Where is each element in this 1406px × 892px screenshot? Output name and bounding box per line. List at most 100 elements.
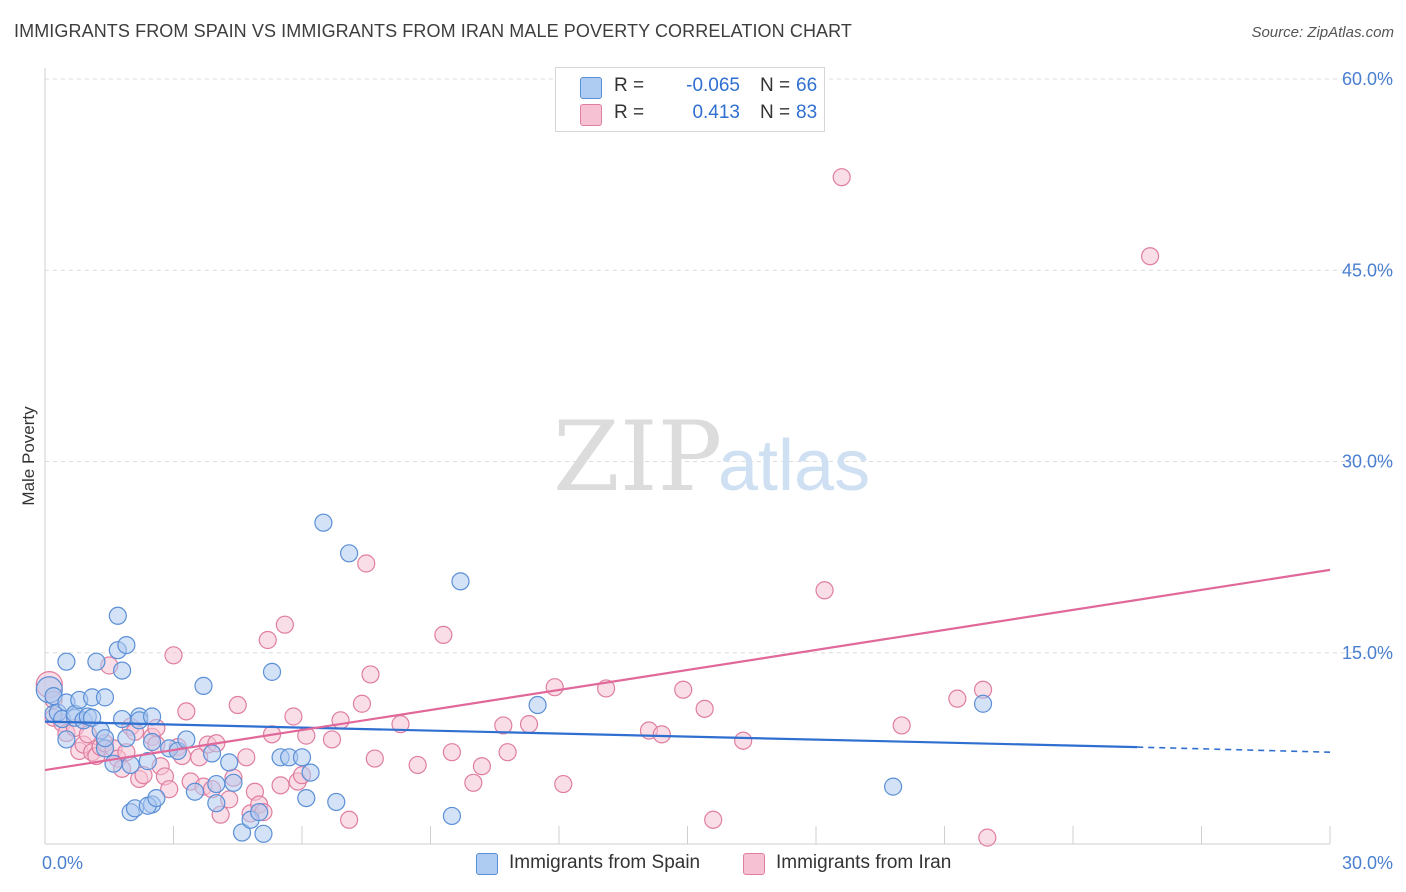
- gridlines: [45, 78, 1392, 654]
- iran-point: [494, 716, 513, 735]
- iran-point: [442, 743, 462, 762]
- legend-swatch-spain: [580, 77, 602, 99]
- spain-point: [147, 788, 166, 808]
- bottom-legend-swatch-spain: [476, 853, 498, 875]
- iran-trendline: [44, 568, 1331, 772]
- spain-point: [194, 676, 213, 696]
- tick-labels: 15.0% 30.0% 45.0% 60.0% 0.0% 30.0%: [42, 69, 1393, 873]
- y-tick-label: 45.0%: [1342, 260, 1393, 280]
- spain-point: [112, 661, 132, 680]
- iran-point: [365, 749, 384, 768]
- spain-point: [297, 788, 316, 808]
- watermark-zip-text: ZIP: [553, 401, 722, 513]
- spain-point: [112, 709, 132, 729]
- iran-point: [832, 168, 851, 187]
- spain-point: [57, 652, 76, 671]
- legend-spain-r-label: R =: [614, 75, 645, 96]
- source-label: Source: ZipAtlas.com: [1251, 24, 1394, 41]
- y-tick-label: 15.0%: [1342, 643, 1393, 663]
- spain-point: [202, 744, 222, 763]
- spain-trendline-extension: [1137, 746, 1331, 753]
- iran-point: [361, 665, 380, 684]
- spain-point: [138, 752, 157, 771]
- iran-point: [237, 748, 256, 767]
- spain-point: [108, 606, 127, 625]
- x-tick-label: 30.0%: [1342, 853, 1393, 873]
- iran-point: [545, 678, 564, 697]
- y-tick-label: 60.0%: [1342, 69, 1393, 89]
- iran-point: [815, 581, 834, 600]
- bottom-legend-spain-label: Immigrants from Spain: [509, 852, 701, 873]
- iran-point: [177, 702, 196, 721]
- legend-spain-n-label: N =: [760, 75, 791, 96]
- spain-point: [95, 729, 115, 748]
- y-tick-label: 30.0%: [1342, 452, 1393, 472]
- iran-point: [228, 695, 247, 715]
- iran-point: [978, 828, 997, 847]
- chart-title: IMMIGRANTS FROM SPAIN VS IMMIGRANTS FROM…: [14, 21, 853, 41]
- iran-point: [408, 755, 427, 775]
- iran-point: [340, 810, 359, 829]
- watermark: ZIP atlas: [553, 401, 870, 513]
- spain-point: [117, 729, 136, 748]
- spain-point: [528, 695, 547, 715]
- spain-point: [327, 792, 346, 812]
- spain-point: [57, 730, 76, 749]
- iran-point: [464, 773, 483, 792]
- watermark-atlas-text: atlas: [718, 426, 870, 506]
- iran-point: [498, 743, 517, 762]
- spain-point: [883, 777, 903, 796]
- iran-point: [554, 774, 573, 794]
- iran-point: [472, 757, 491, 776]
- spain-point: [451, 572, 470, 591]
- x-tick-label: 0.0%: [42, 853, 83, 873]
- spain-point: [340, 544, 359, 563]
- iran-point: [284, 707, 303, 726]
- iran-point: [704, 810, 723, 829]
- spain-point: [254, 824, 273, 843]
- iran-point: [331, 711, 350, 730]
- iran-point: [322, 730, 342, 749]
- spain-point: [442, 806, 462, 826]
- spain-point: [292, 748, 312, 767]
- iran-point: [948, 689, 967, 708]
- spain-point: [224, 773, 243, 792]
- iran-point: [352, 694, 372, 713]
- iran-point: [357, 554, 376, 573]
- legend-spain-n-value: 66: [796, 75, 818, 96]
- spain-point: [142, 732, 162, 752]
- spain-point: [117, 635, 136, 655]
- iran-point: [164, 646, 183, 665]
- spain-points: [35, 513, 993, 843]
- spain-point: [301, 763, 320, 782]
- iran-point: [271, 776, 290, 795]
- spain-point: [220, 753, 239, 772]
- legend-iran-n-label: N =: [760, 102, 791, 123]
- spain-point: [207, 774, 226, 794]
- bottom-legend-swatch-iran: [743, 853, 765, 875]
- spain-point: [973, 694, 993, 713]
- legend-iran-r-label: R =: [614, 102, 645, 123]
- spain-point: [95, 688, 115, 707]
- iran-point: [674, 680, 693, 699]
- legend-spain-r-value: -0.065: [686, 75, 740, 96]
- correlation-legend: R = -0.065 N = 66 R = 0.413 N = 83: [555, 67, 825, 132]
- legend-iran-n-value: 83: [796, 102, 818, 123]
- iran-point: [519, 715, 539, 734]
- spain-trendline: [44, 720, 1138, 749]
- iran-point: [892, 716, 911, 735]
- spain-point: [262, 662, 282, 681]
- iran-point: [258, 630, 277, 650]
- legend-swatch-iran: [580, 104, 602, 126]
- spain-point: [121, 755, 140, 775]
- iran-point: [734, 731, 753, 750]
- iran-point: [434, 625, 453, 645]
- iran-point: [652, 725, 671, 744]
- y-axis-label: Male Poverty: [19, 406, 38, 506]
- spain-point: [87, 652, 106, 671]
- spain-point: [314, 513, 333, 532]
- spain-point: [177, 730, 196, 749]
- spain-point: [142, 707, 162, 726]
- iran-point: [1140, 247, 1160, 266]
